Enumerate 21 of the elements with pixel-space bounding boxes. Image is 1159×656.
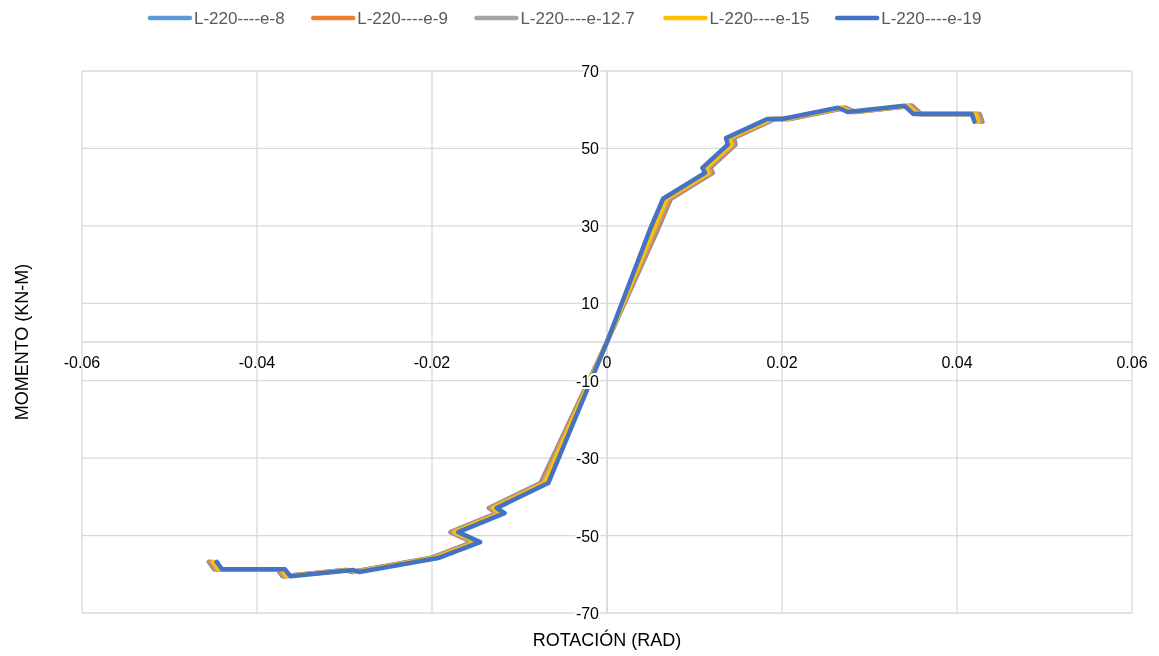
y-tick-label: -70 — [575, 605, 600, 622]
legend-label: L-220----e-9 — [357, 9, 448, 28]
y-tick-label: 30 — [581, 217, 600, 235]
y-tick-label: -30 — [575, 450, 600, 468]
y-tick-label: 50 — [581, 140, 600, 158]
legend-label: L-220----e-12.7 — [520, 9, 635, 28]
x-tick-label: 0.04 — [941, 354, 973, 371]
y-tick-label: 70 — [581, 63, 600, 80]
y-axis-title: MOMENTO (KN-M) — [12, 263, 32, 421]
x-tick-label: -0.04 — [238, 354, 276, 371]
y-tick-label: 10 — [581, 295, 600, 313]
x-axis-title: ROTACIÓN (RAD) — [532, 629, 682, 650]
x-tick-label: 0 — [602, 354, 612, 371]
x-tick-label: 0.02 — [766, 354, 798, 371]
legend-label: L-220----e-19 — [881, 9, 982, 28]
legend-label: L-220----e-15 — [709, 9, 810, 28]
x-tick-label: 0.06 — [1116, 354, 1148, 371]
x-tick-label: -0.06 — [63, 354, 101, 371]
legend-label: L-220----e-8 — [194, 9, 285, 28]
x-tick-label: -0.02 — [413, 354, 451, 371]
y-tick-label: -50 — [575, 527, 600, 545]
